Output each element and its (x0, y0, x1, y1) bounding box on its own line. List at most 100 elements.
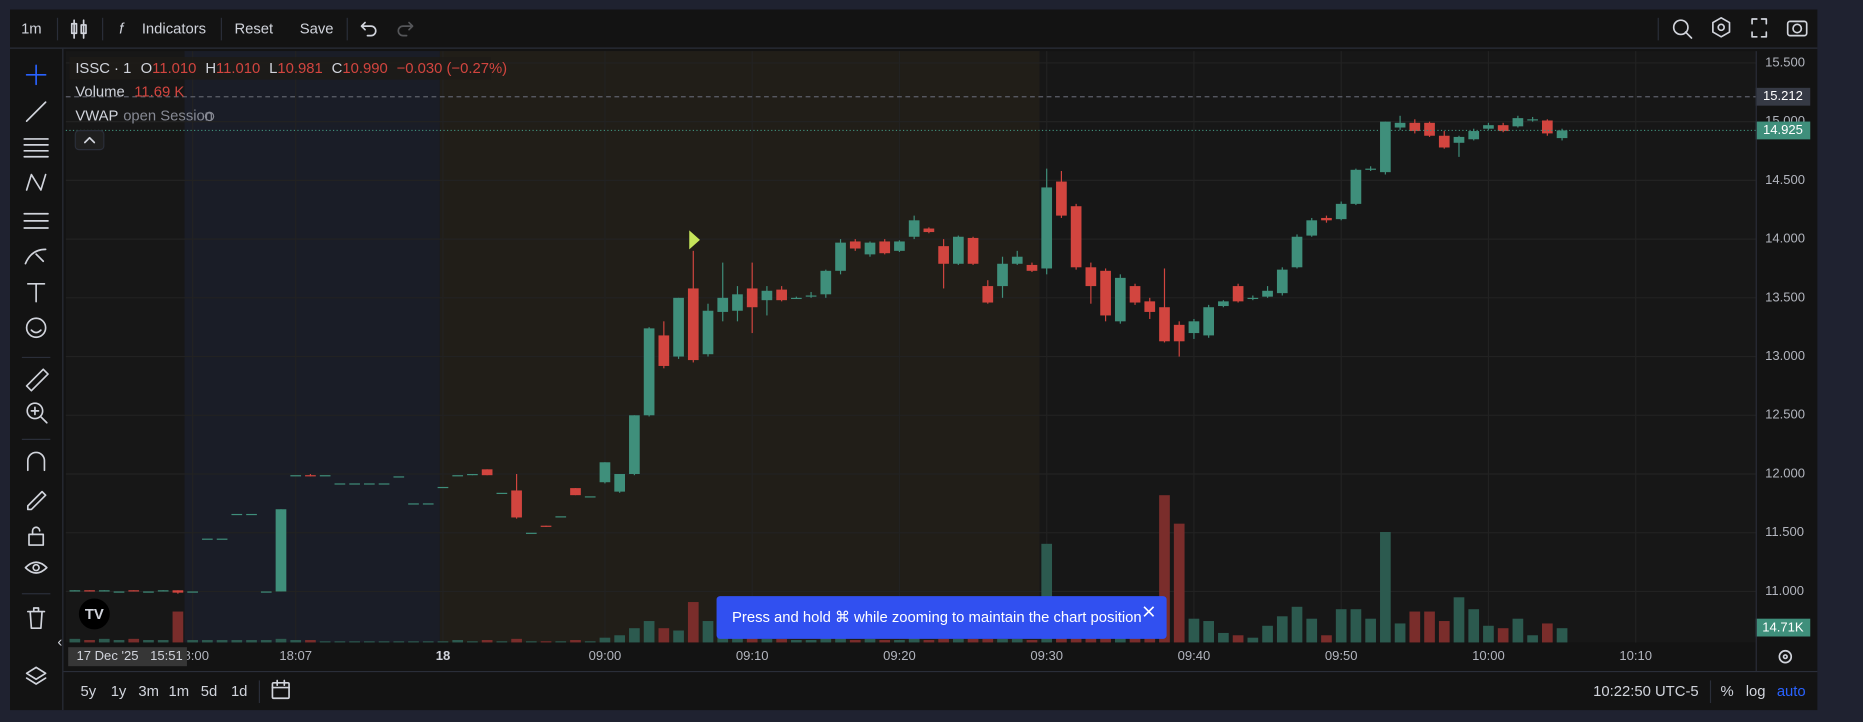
label: Volume (75, 85, 124, 101)
candle-body (172, 590, 184, 593)
emoji-tool[interactable] (25, 317, 47, 339)
candle-body (525, 532, 537, 534)
fib-tool[interactable] (23, 138, 49, 158)
candle-body (894, 241, 905, 251)
candle-body (1100, 270, 1111, 316)
range-button[interactable]: 1m (169, 684, 190, 700)
undo-button[interactable] (360, 21, 377, 37)
search-button[interactable] (1672, 19, 1693, 39)
marks (69, 115, 1568, 643)
candle-body (1218, 301, 1229, 307)
hide-tool[interactable] (24, 561, 48, 574)
event-marker[interactable] (689, 230, 700, 250)
lock-tool[interactable] (28, 526, 45, 546)
candle-body (393, 476, 405, 478)
range-button[interactable]: 3m (138, 684, 159, 700)
logo-mark: TV (85, 607, 104, 623)
volume-bar (1365, 618, 1376, 643)
volume-bar (231, 640, 243, 643)
volume-bar (982, 638, 994, 643)
label: L (269, 61, 277, 77)
x-tick-label: 09:30 (1030, 648, 1063, 663)
go-to-date-button[interactable] (271, 679, 290, 700)
price-label: 14.925 (1763, 122, 1803, 137)
toast-text: Press and hold ⌘ while zooming to mainta… (732, 610, 1142, 626)
volume-bar (687, 602, 699, 643)
trend-line-tool[interactable] (25, 101, 47, 122)
range-button[interactable]: 1y (111, 684, 127, 700)
x-tick-label: 18 (436, 648, 451, 663)
percent-button[interactable]: % (1721, 684, 1734, 700)
candle-body (1453, 136, 1465, 143)
volume-bar (835, 636, 846, 643)
range-button[interactable]: 5y (81, 684, 97, 700)
volume-bar (1380, 532, 1391, 643)
volume-bar (967, 638, 979, 643)
y-tick-label: 11.000 (1765, 583, 1804, 598)
lock-drawings-tool[interactable] (26, 490, 47, 511)
session-background (184, 51, 440, 643)
candle-body (555, 516, 567, 518)
candle-body (1114, 277, 1126, 322)
settings-button[interactable] (1712, 16, 1731, 38)
candle-body (143, 591, 154, 593)
volume-bar (599, 637, 611, 643)
volume-bar (629, 628, 640, 643)
indicators-button[interactable]: Indicators (142, 22, 206, 38)
text-tool[interactable] (26, 282, 46, 303)
candle-body (467, 474, 478, 476)
interval-button[interactable]: 1m (21, 22, 42, 38)
y-tick-label: 15.500 (1765, 54, 1805, 69)
volume-bar (1218, 632, 1229, 643)
save-button[interactable]: Save (300, 22, 334, 38)
log-button[interactable]: log (1746, 684, 1766, 700)
x-tick-label: 18:07 (279, 648, 312, 663)
auto-button[interactable]: auto (1777, 684, 1806, 700)
magnet-tool[interactable] (26, 451, 46, 472)
volume-bar (496, 641, 508, 643)
range-button[interactable]: 5d (201, 684, 217, 700)
pattern-tool[interactable] (25, 173, 47, 191)
toast-close[interactable] (1143, 606, 1155, 617)
zoom-tool[interactable] (26, 402, 48, 424)
volume-bar (1541, 623, 1553, 643)
object-tree-tool[interactable] (25, 666, 47, 685)
candle-body (864, 242, 876, 255)
collapse-button[interactable]: ‹ (57, 634, 62, 650)
volume-bar (952, 638, 964, 643)
reset-button[interactable]: Reset (234, 22, 274, 38)
candle-body (717, 297, 729, 312)
settings: open Session (123, 108, 213, 124)
snapshot-button[interactable] (1786, 20, 1808, 37)
chart-type-button[interactable] (70, 19, 87, 39)
candle-body (702, 310, 714, 355)
candle-body (1232, 286, 1244, 302)
crosshair-time-box (68, 647, 187, 667)
delete-tool[interactable] (26, 607, 46, 630)
fullscreen-button[interactable] (1751, 18, 1768, 38)
value: 10.981 (277, 61, 322, 77)
candle-body (496, 492, 508, 494)
chevron (83, 136, 96, 144)
y-tick-label: 12.000 (1765, 465, 1805, 480)
logo[interactable]: TV (78, 598, 110, 630)
ruler-tool[interactable] (25, 368, 49, 392)
candle-body (1497, 125, 1509, 132)
candle-body (643, 328, 655, 416)
candle-body (923, 228, 935, 233)
volume-bar (1350, 609, 1362, 643)
crosshair-tool[interactable] (25, 64, 47, 86)
crosshair-time: 15:51 (150, 648, 183, 663)
volume-bar (172, 611, 184, 643)
redo-button[interactable] (397, 21, 414, 37)
label: H (205, 61, 216, 77)
forecast-tool[interactable] (23, 212, 49, 229)
brush-tool[interactable] (24, 248, 47, 265)
volume-bar (1026, 640, 1038, 643)
collapse-legend-button[interactable] (74, 130, 105, 151)
range-button[interactable]: 1d (231, 684, 247, 700)
axis-settings[interactable] (1778, 649, 1793, 664)
volume-bar (334, 641, 346, 643)
candle-body (1041, 187, 1053, 269)
